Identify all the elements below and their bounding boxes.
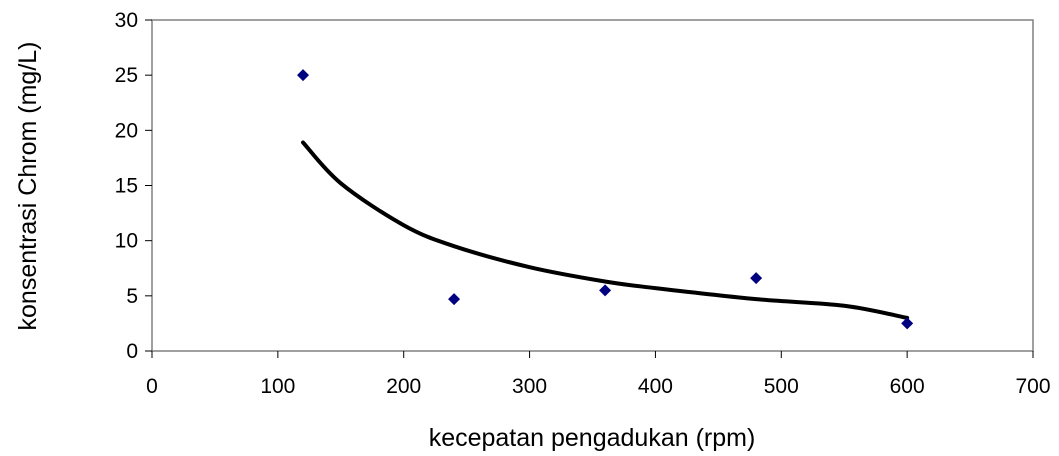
data-point bbox=[448, 293, 461, 306]
x-tick-label: 300 bbox=[512, 375, 547, 398]
trendline-curve bbox=[301, 140, 910, 320]
x-tick-label: 400 bbox=[638, 375, 673, 398]
x-tick-label: 600 bbox=[890, 375, 925, 398]
y-tick-label: 0 bbox=[126, 340, 138, 363]
x-tick-label: 500 bbox=[764, 375, 799, 398]
y-tick-label: 25 bbox=[115, 64, 138, 87]
data-point bbox=[901, 317, 914, 330]
trendline-layer bbox=[301, 140, 910, 320]
y-tick-label: 5 bbox=[126, 285, 138, 308]
x-axis-ticks: 0 100 200 300 400 500 600 700 bbox=[146, 351, 1051, 398]
x-tick-label: 0 bbox=[146, 375, 158, 398]
data-point bbox=[599, 284, 612, 297]
y-tick-label: 10 bbox=[115, 230, 138, 253]
plot-area bbox=[151, 19, 1034, 352]
x-tick-label: 200 bbox=[386, 375, 421, 398]
y-tick-label: 20 bbox=[115, 119, 138, 142]
y-axis-ticks: 0 5 10 15 20 25 30 bbox=[115, 9, 152, 363]
y-axis-title: konsentrasi Chrom (mg/L) bbox=[14, 42, 42, 331]
y-tick-label: 30 bbox=[115, 9, 138, 32]
x-axis-title: kecepatan pengadukan (rpm) bbox=[429, 424, 756, 452]
data-point bbox=[297, 69, 310, 82]
y-tick-label: 15 bbox=[115, 175, 138, 198]
x-tick-label: 700 bbox=[1015, 375, 1050, 398]
scatter-points bbox=[297, 69, 914, 330]
data-point bbox=[750, 272, 763, 285]
x-tick-label: 100 bbox=[260, 375, 295, 398]
